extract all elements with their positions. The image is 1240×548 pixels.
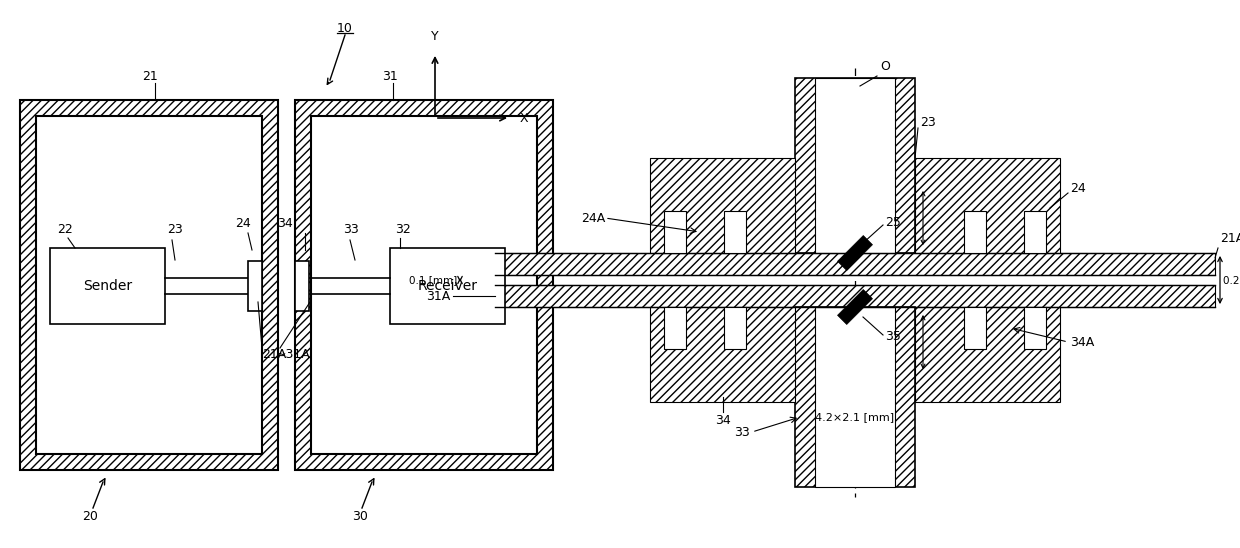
Polygon shape bbox=[915, 158, 1060, 253]
Text: 34A: 34A bbox=[1070, 335, 1094, 349]
Text: 10: 10 bbox=[337, 21, 353, 35]
Polygon shape bbox=[295, 261, 309, 311]
Text: 21: 21 bbox=[143, 70, 157, 83]
Text: 32: 32 bbox=[396, 223, 410, 236]
Text: 24: 24 bbox=[1070, 181, 1086, 195]
Polygon shape bbox=[724, 307, 746, 349]
Text: 22: 22 bbox=[57, 223, 73, 236]
Polygon shape bbox=[837, 236, 873, 271]
Polygon shape bbox=[1024, 307, 1047, 349]
Text: 0.2 [mm]: 0.2 [mm] bbox=[1223, 275, 1240, 285]
Text: λ/2: λ/2 bbox=[928, 334, 945, 344]
Text: 34: 34 bbox=[715, 414, 730, 427]
Text: 31: 31 bbox=[382, 70, 398, 83]
Text: 33: 33 bbox=[343, 223, 358, 236]
Polygon shape bbox=[837, 289, 873, 324]
Text: 21A: 21A bbox=[262, 348, 286, 361]
Text: 20: 20 bbox=[82, 510, 98, 523]
Polygon shape bbox=[724, 211, 746, 253]
Polygon shape bbox=[295, 100, 553, 470]
Polygon shape bbox=[663, 307, 686, 349]
Polygon shape bbox=[50, 248, 165, 324]
Polygon shape bbox=[36, 116, 262, 454]
Text: 34: 34 bbox=[278, 217, 293, 230]
Polygon shape bbox=[815, 307, 895, 487]
Text: X: X bbox=[520, 111, 528, 124]
Polygon shape bbox=[963, 211, 986, 253]
Polygon shape bbox=[20, 100, 278, 470]
Text: 24A: 24A bbox=[580, 212, 605, 225]
Text: Y: Y bbox=[432, 30, 439, 43]
Polygon shape bbox=[815, 78, 895, 253]
Polygon shape bbox=[915, 307, 1060, 402]
Text: 23: 23 bbox=[920, 117, 936, 129]
Text: Receiver: Receiver bbox=[418, 279, 477, 293]
Polygon shape bbox=[391, 248, 505, 324]
Text: 24: 24 bbox=[236, 217, 250, 230]
Polygon shape bbox=[1024, 211, 1047, 253]
Polygon shape bbox=[795, 307, 915, 487]
Text: Sender: Sender bbox=[83, 279, 133, 293]
Text: 23: 23 bbox=[167, 223, 182, 236]
Polygon shape bbox=[663, 211, 686, 253]
Text: 33: 33 bbox=[734, 425, 750, 438]
Text: 25: 25 bbox=[885, 216, 901, 230]
Text: O: O bbox=[880, 60, 890, 73]
Text: 4.2×2.1 [mm]: 4.2×2.1 [mm] bbox=[816, 412, 894, 422]
Polygon shape bbox=[650, 158, 795, 253]
Text: ~31A: ~31A bbox=[277, 348, 311, 361]
Polygon shape bbox=[795, 78, 915, 253]
Polygon shape bbox=[248, 261, 262, 311]
Text: 0.1 [mm]: 0.1 [mm] bbox=[409, 275, 458, 285]
Text: 31A: 31A bbox=[425, 289, 450, 302]
Text: λ/2: λ/2 bbox=[928, 216, 945, 226]
Polygon shape bbox=[495, 253, 1215, 275]
Text: 30: 30 bbox=[352, 510, 368, 523]
Text: 35: 35 bbox=[885, 330, 901, 344]
Polygon shape bbox=[311, 116, 537, 454]
Polygon shape bbox=[495, 285, 1215, 307]
Polygon shape bbox=[963, 307, 986, 349]
Polygon shape bbox=[650, 307, 795, 402]
Text: 21A: 21A bbox=[1220, 232, 1240, 245]
